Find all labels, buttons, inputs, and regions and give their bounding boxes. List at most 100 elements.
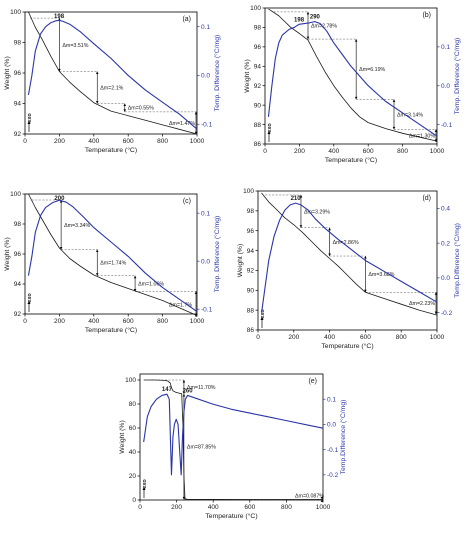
step-arrowhead <box>299 194 303 198</box>
y-tick-label: 94 <box>254 63 262 70</box>
y-tick-label: 100 <box>10 191 21 198</box>
y-tick-label: 96 <box>247 228 255 235</box>
x-tick-label: 0 <box>23 138 27 145</box>
x-tick-label: 600 <box>123 138 134 145</box>
x-tick-label: 800 <box>157 138 168 145</box>
series-line-dta <box>27 199 198 313</box>
y-tick-label: 100 <box>243 188 254 195</box>
y2-tick-label: -0.2 <box>441 310 453 317</box>
step-arrowhead <box>123 103 127 106</box>
step-arrowhead <box>95 273 99 276</box>
chart-panel-a: 0 200 400 600 800 100092949698100-0.10.00.1Te… <box>4 9 221 154</box>
step-label: Δm=1.7% <box>169 302 192 308</box>
step-label: Δm=11.70% <box>187 385 216 391</box>
series-line-dta <box>27 19 198 130</box>
y2-tick-label: -0.2 <box>327 472 339 479</box>
step-arrowhead <box>95 249 99 252</box>
y2-tick-label: 0.4 <box>441 206 450 213</box>
y-tick-label: 88 <box>254 122 262 129</box>
step-arrowhead <box>320 499 324 502</box>
y2-tick-label: 0.1 <box>201 210 210 217</box>
x-tick-label: 1000 <box>430 148 445 155</box>
y-tick-label: 80 <box>129 401 137 408</box>
y-tick-label: 94 <box>247 248 255 255</box>
x-axis-label: Temperature (°C) <box>325 156 377 164</box>
x-tick-label: 800 <box>397 148 408 155</box>
exo-arrowhead <box>27 121 31 124</box>
panel-label: (e) <box>308 378 317 385</box>
panel-label: (d) <box>422 195 431 202</box>
x-tick-label: 600 <box>363 148 374 155</box>
step-label: Δm=2.1% <box>100 85 123 91</box>
chart-panel-c: 0 200 400 600 800 100092949698100-0.10.00.1Te… <box>4 191 221 334</box>
x-axis-label: Temperature (°C) <box>321 342 373 350</box>
peak-label: 198 <box>294 17 305 23</box>
y-tick-label: 88 <box>247 307 255 314</box>
y2-tick-label: 0.0 <box>201 73 210 80</box>
step-arrowhead <box>194 131 198 135</box>
peak-label: 147 <box>162 387 173 393</box>
y2-axis-label: Temp. Difference (°C/mg) <box>453 38 461 115</box>
y-tick-label: 96 <box>14 251 22 258</box>
y2-tick-label: 0.1 <box>327 396 336 403</box>
exo-arrowhead <box>142 487 146 490</box>
y-axis-label: Weight (%) <box>119 420 126 454</box>
step-label: Δm=3.34% <box>64 223 90 229</box>
step-arrowhead <box>95 101 99 104</box>
step-arrowhead <box>354 39 358 42</box>
panel-label: (b) <box>422 12 431 19</box>
exo-label: exo <box>267 123 273 133</box>
step-arrowhead <box>194 291 198 294</box>
step-label: Δm=3.29% <box>304 209 330 215</box>
exo-arrowhead <box>27 301 31 304</box>
chart-panel-e: 0 200 400 600 800 1000 0 20 40 60 80 100 -0.2 -0.1 0.0… <box>119 373 347 520</box>
x-tick-label: 400 <box>324 334 335 341</box>
y2-tick-label: 0.0 <box>201 258 210 265</box>
y-tick-label: 94 <box>14 281 22 288</box>
x-tick-label: 200 <box>171 504 182 511</box>
step-label: Δm=1.74% <box>100 261 126 267</box>
exo-label: exo <box>260 309 266 319</box>
y-tick-label: 100 <box>250 5 261 12</box>
x-tick-label: 600 <box>360 334 371 341</box>
step-arrowhead <box>133 289 137 292</box>
step-label: Δm=0.087% <box>295 493 324 499</box>
step-arrowhead <box>306 36 310 40</box>
series-line-tg <box>143 379 324 500</box>
step-label: Δm=1.30% <box>409 134 435 140</box>
y-tick-label: 100 <box>125 377 136 384</box>
chart-panel-d: 0 200 400 600 800 1000 86 88 90 92 94 96 98 100 -0.2 0.… <box>237 188 461 350</box>
step-arrowhead <box>59 247 63 250</box>
plot-frame <box>257 190 438 331</box>
x-tick-label: 400 <box>328 148 339 155</box>
y2-tick-label: 0.0 <box>441 83 450 90</box>
x-tick-label: 0 <box>263 148 267 155</box>
step-arrowhead <box>182 394 186 397</box>
step-arrowhead <box>354 96 358 100</box>
y-tick-label: 60 <box>129 425 137 432</box>
chart-panel-b: 0 200 400 600 800 1000 86 88 90 92 94 96 98 100 -0.1 0.… <box>244 5 461 164</box>
step-label: Δm=3.51% <box>62 43 88 49</box>
series-line-dta <box>261 202 438 313</box>
series-line-tg <box>268 8 438 142</box>
y-tick-label: 40 <box>129 449 137 456</box>
panel-label: (c) <box>183 198 191 205</box>
y-tick-label: 86 <box>254 141 262 148</box>
y-tick-label: 92 <box>247 268 255 275</box>
plot-frame <box>24 11 198 135</box>
y2-axis-label: Temp.Difference (°C/mg) <box>339 400 347 475</box>
step-arrowhead <box>434 292 438 295</box>
y-tick-label: 90 <box>254 102 262 109</box>
step-arrowhead <box>133 275 137 279</box>
series-line-tg <box>28 193 198 316</box>
step-label: Δm=87.85% <box>187 445 216 451</box>
y2-tick-label: 0.1 <box>441 44 450 51</box>
peak-label: 200 <box>54 196 65 202</box>
x-tick-label: 600 <box>123 318 134 325</box>
x-tick-label: 200 <box>54 138 65 145</box>
y-tick-label: 0 <box>132 497 136 504</box>
y-tick-label: 98 <box>14 221 22 228</box>
step-label: Δm=2.23% <box>409 301 435 307</box>
step-arrowhead <box>328 253 331 257</box>
